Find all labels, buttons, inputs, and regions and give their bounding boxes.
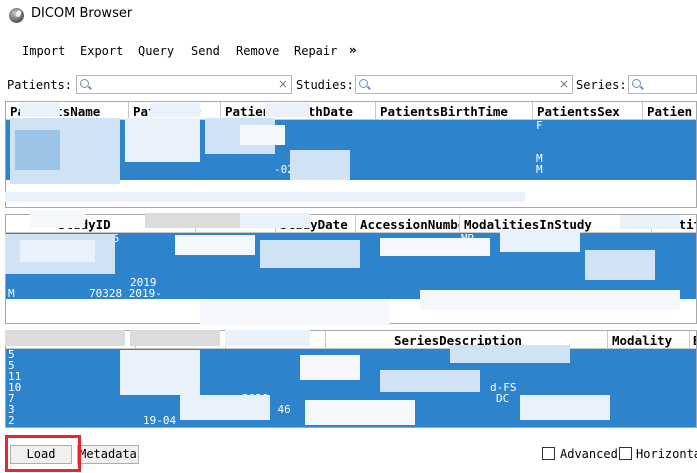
search-icon xyxy=(632,79,641,88)
clear-icon[interactable]: × xyxy=(558,77,569,91)
studies-filter-label: Studies: xyxy=(296,78,354,92)
table-row[interactable]: 2019 xyxy=(6,277,696,288)
series-search-input[interactable] xyxy=(628,75,697,94)
studies-table-header: StudyID StudyDate AccessionNumber Modali… xyxy=(6,215,696,233)
metadata-button[interactable]: Metadata xyxy=(77,445,139,464)
table-row[interactable] xyxy=(6,131,696,142)
column-header[interactable]: PatientsBirthTime xyxy=(376,102,533,120)
table-row[interactable] xyxy=(6,175,696,180)
load-button[interactable]: Load xyxy=(10,445,72,464)
patients-search-input[interactable]: × xyxy=(76,75,292,94)
search-icon xyxy=(359,79,368,88)
toolbar: Import Export Query Send Remove Repair » xyxy=(0,40,697,64)
column-header[interactable]: Patien xyxy=(647,104,693,119)
column-header[interactable]: SeriesDescription xyxy=(326,331,608,349)
table-row[interactable]: M 70328 2019- xyxy=(6,288,696,299)
repair-button[interactable]: Repair xyxy=(294,44,338,58)
advanced-checkbox[interactable] xyxy=(542,447,555,460)
app-icon xyxy=(9,8,24,23)
remove-button[interactable]: Remove xyxy=(236,44,280,58)
search-icon xyxy=(80,79,89,88)
table-row[interactable]: M -02 xyxy=(6,164,696,175)
studies-search-input[interactable]: × xyxy=(355,75,573,94)
table-row[interactable] xyxy=(6,266,696,277)
window-title: DICOM Browser xyxy=(31,6,133,21)
table-row[interactable] xyxy=(6,142,696,153)
clear-icon[interactable]: × xyxy=(277,77,288,91)
table-row[interactable]: 10 d-FS xyxy=(6,382,696,393)
import-button[interactable]: Import xyxy=(22,44,66,58)
advanced-label: Advanced xyxy=(560,447,618,461)
table-row[interactable]: M xyxy=(6,153,696,164)
horizontal-label: Horizontal xyxy=(636,447,697,461)
title-bar: DICOM Browser xyxy=(0,0,697,32)
table-row[interactable]: 5 xyxy=(6,349,696,360)
series-filter-label: Series: xyxy=(576,78,627,92)
horizontal-checkbox[interactable] xyxy=(619,447,632,460)
table-row[interactable]: F xyxy=(6,120,696,131)
column-header[interactable]: PatientsSex xyxy=(533,102,643,120)
column-header[interactable]: B xyxy=(690,331,696,349)
query-button[interactable]: Query xyxy=(138,44,175,58)
column-header[interactable]: Modality xyxy=(608,331,690,349)
send-button[interactable]: Send xyxy=(191,44,220,58)
highlight-annotation xyxy=(5,435,81,472)
patients-filter-label: Patients: xyxy=(7,78,73,92)
column-header[interactable]: AccessionNumber xyxy=(356,215,460,233)
more-menu-icon[interactable]: » xyxy=(349,43,357,57)
export-button[interactable]: Export xyxy=(80,44,124,58)
column-header[interactable] xyxy=(226,331,326,349)
